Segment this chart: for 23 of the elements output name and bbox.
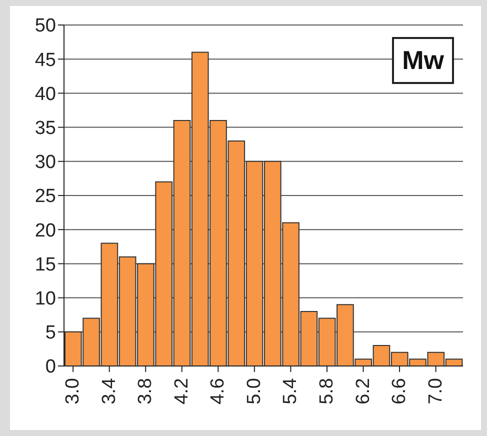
y-tick-label: 35	[34, 118, 56, 140]
x-tick-label: 6.2	[352, 378, 374, 404]
y-tick-label: 40	[34, 84, 56, 105]
annotation: Mw	[392, 37, 454, 84]
x-tick-label: 6.6	[389, 378, 410, 404]
y-tick-label: 0	[45, 356, 56, 378]
x-tick-label: 5.0	[244, 378, 265, 404]
x-tick-label: 3.8	[135, 378, 156, 404]
x-tick-label: 3.0	[62, 378, 84, 404]
x-tick-label: 4.2	[171, 378, 192, 404]
x-tick-label: 5.8	[316, 378, 338, 404]
x-tick-label: 4.6	[208, 378, 229, 404]
y-tick-label: 25	[34, 186, 56, 208]
y-tick-label: 20	[34, 220, 56, 242]
y-tick-label: 10	[34, 288, 56, 310]
y-tick-label: 45	[34, 50, 56, 71]
x-tick-label: 5.4	[280, 378, 302, 404]
x-tick-label: 7.0	[425, 378, 446, 404]
y-tick-label: 5	[45, 322, 56, 344]
y-tick-label: 15	[34, 254, 56, 276]
x-tick-label: 3.4	[98, 378, 120, 404]
y-tick-label: 30	[34, 152, 56, 174]
y-tick-label: 50	[34, 16, 56, 37]
